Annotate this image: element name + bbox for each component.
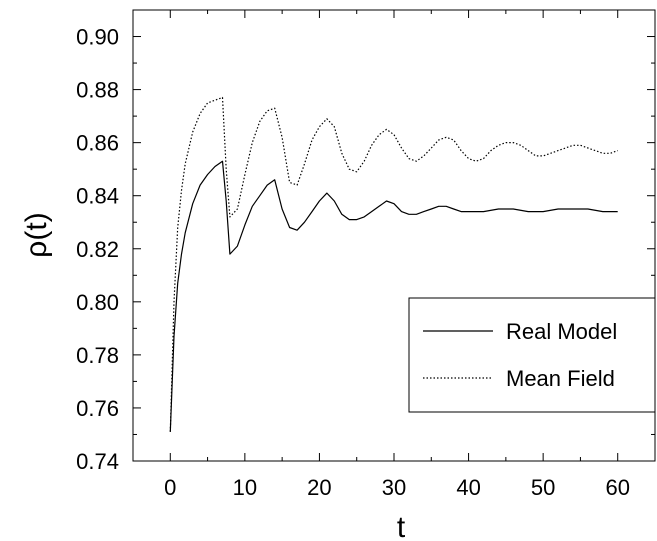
y-tick-label: 0.86 xyxy=(76,131,119,156)
x-tick-label: 10 xyxy=(233,475,257,500)
series-layer xyxy=(169,96,618,432)
x-tick-label: 0 xyxy=(164,475,176,500)
y-tick-label: 0.82 xyxy=(76,237,119,262)
series-line-real-model xyxy=(169,160,618,432)
legend-label-mean-field: Mean Field xyxy=(506,366,615,391)
y-tick-label: 0.84 xyxy=(76,184,119,209)
y-tick-label: 0.76 xyxy=(76,396,119,421)
y-tick-label: 0.80 xyxy=(76,290,119,315)
legend-label-real-model: Real Model xyxy=(506,319,617,344)
x-tick-label: 40 xyxy=(456,475,480,500)
series-line-mean-field xyxy=(169,96,618,432)
legend: Real Model Mean Field xyxy=(408,297,656,413)
y-axis-title: ρ(t) xyxy=(20,212,53,257)
y-tick-label: 0.88 xyxy=(76,78,119,103)
legend-box xyxy=(408,297,656,413)
x-tick-label: 30 xyxy=(382,475,406,500)
y-tick-label: 0.78 xyxy=(76,343,119,368)
x-tick-label: 60 xyxy=(605,475,629,500)
y-axis-ticks: 0.74 0.76 0.78 0.80 0.82 0.84 0.86 0.88 0.90 xyxy=(76,25,655,474)
x-axis-title: t xyxy=(397,511,406,541)
y-tick-label: 0.90 xyxy=(76,25,119,50)
x-tick-label: 20 xyxy=(307,475,331,500)
y-tick-label: 0.74 xyxy=(76,449,119,474)
x-tick-label: 50 xyxy=(531,475,555,500)
x-axis-ticks: 0 10 20 30 40 50 60 xyxy=(132,10,656,500)
